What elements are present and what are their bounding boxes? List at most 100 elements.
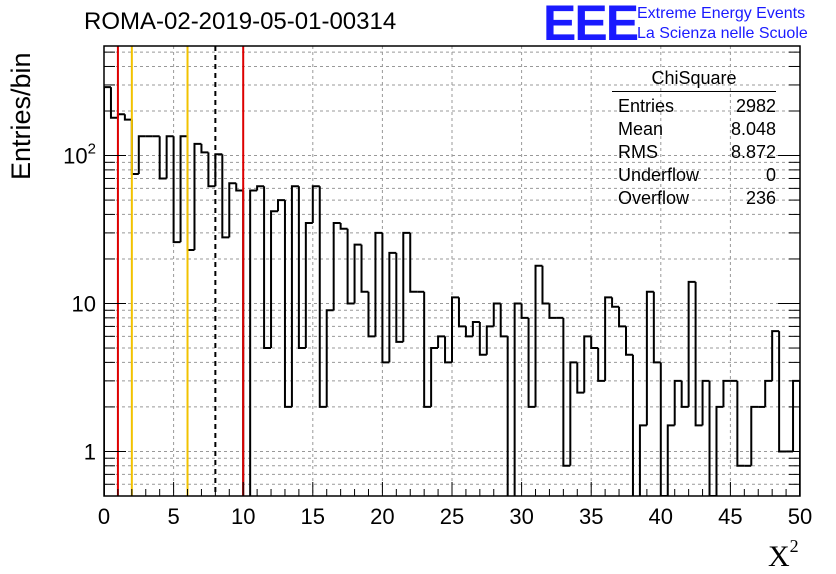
histogram-bin [172,136,181,244]
histogram-bin [457,297,466,328]
x-tick-label: 45 [718,504,742,529]
stats-value: 2982 [735,96,776,116]
stats-label: Mean [618,119,664,139]
histogram-bin [318,186,327,408]
histogram-bin [388,251,397,363]
histogram-bin [736,380,745,467]
histogram-bin [611,297,620,308]
histogram-bin [249,189,258,496]
stats-value: 8.048 [730,119,776,139]
histogram-bin [367,291,376,338]
histogram-bin [263,186,272,350]
stats-row: Overflow 236 [612,187,776,210]
histogram-bin [311,185,320,224]
histogram-bin [625,326,633,356]
x-axis-label-sup: 2 [789,536,799,556]
histogram-bin [771,330,780,381]
histogram-bin [270,210,278,349]
y-tick-exponent: 2 [88,141,96,158]
histogram-bin [332,222,341,311]
histogram-bin [576,362,585,394]
histogram-bin [485,325,494,355]
histogram-bin [179,135,188,243]
histogram-bin [631,354,634,496]
histogram-bin [290,185,299,407]
stats-label: Entries [618,96,675,116]
y-tick-label: 102 [63,141,96,169]
histogram-bin [527,317,536,408]
x-tick-label: 30 [509,504,533,529]
histogram-bin [750,405,759,466]
stats-row: Mean 8.048 [612,118,776,141]
histogram-bin [277,199,285,212]
x-axis-label-base: X [768,540,790,573]
x-tick-label: 0 [98,504,110,529]
histogram-bin [652,291,661,364]
stats-label: RMS [618,142,658,162]
histogram-bin [687,280,696,407]
histogram-bin [520,303,529,319]
histogram-bin [638,424,647,496]
histogram-bin [694,281,703,427]
y-tick-label: 10 [72,292,96,317]
histogram-bin [381,232,390,364]
histogram-bin [130,119,139,176]
histogram-bin [437,335,446,349]
x-tick-label: 5 [167,504,179,529]
histogram-bin [374,231,383,337]
histogram-bin [402,231,411,342]
histogram-bin [778,331,787,453]
histogram-bin [235,183,244,192]
histogram-bin [256,185,265,191]
histogram-bin [165,135,174,179]
histogram-bin [618,306,626,328]
histogram-bin [583,335,592,393]
x-tick-label: 10 [231,504,255,529]
histogram-bin [283,200,292,408]
stats-title: ChiSquare [612,68,776,92]
chart-title: ROMA-02-2019-05-01-00314 [84,8,397,35]
histogram-bin [701,379,710,426]
histogram-bin [562,317,571,467]
histogram-bin [478,321,487,356]
histogram-bin [444,336,452,364]
histogram-bin [722,379,731,407]
histogram-bin [513,302,522,496]
histogram-bin [104,86,111,496]
histogram-bin [499,303,508,338]
stats-label: Underflow [618,165,700,185]
x-axis-label: X2 [768,536,799,574]
stats-row: Entries 2982 [612,95,776,118]
histogram-bin [464,326,473,338]
histogram-bin [430,347,439,407]
histogram-bin [548,303,557,319]
logo-line-2: La Scienza nelle Scuole [637,25,808,42]
axis-ticks [103,51,801,497]
histogram-bin [339,223,348,230]
x-tick-label: 25 [440,504,464,529]
histogram-bin [590,336,599,350]
histogram-bin [715,405,724,496]
stats-value: 236 [745,188,776,208]
histogram-bin [228,182,237,238]
histogram-bin [409,232,418,293]
y-tick-base: 1 [84,439,96,464]
histogram-bin [297,186,306,350]
histogram-bin [534,264,543,407]
histogram-bin [360,244,369,293]
histogram-bin [645,290,654,426]
histogram-bin [764,379,773,407]
y-tick-base: 10 [63,144,87,169]
histogram-bin [659,362,668,496]
x-tick-label: 40 [649,504,673,529]
stats-value: 8.872 [730,142,776,162]
x-tick-label: 15 [301,504,325,529]
histogram-bin [423,291,432,408]
eee-logo: EEE [543,0,639,51]
histogram-bin [680,380,689,408]
histogram-bin [506,336,509,496]
histogram-bin [123,114,132,121]
histogram-bin [792,379,800,452]
histogram-bin [541,265,550,305]
